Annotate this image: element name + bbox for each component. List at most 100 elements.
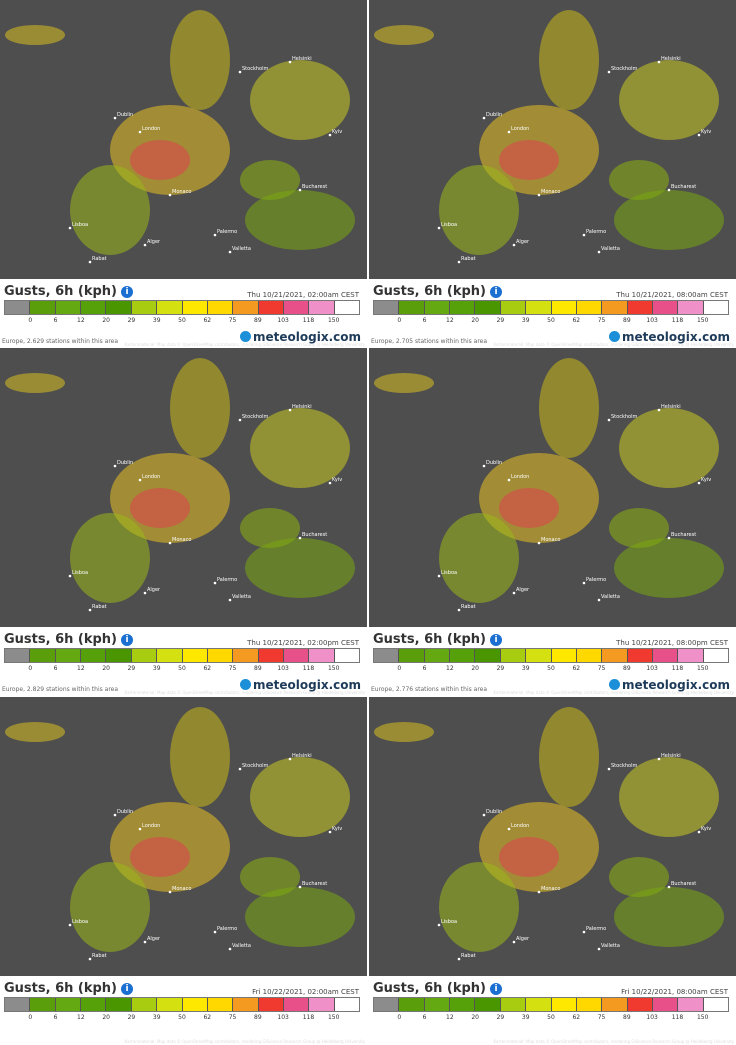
legend-tick: 39 xyxy=(521,1014,530,1021)
info-icon[interactable]: i xyxy=(490,983,502,995)
city-label: London xyxy=(142,474,160,480)
city-dot xyxy=(143,243,147,247)
gust-overlay xyxy=(170,10,230,110)
city-label: London xyxy=(511,126,529,132)
city-label: Dublin xyxy=(486,112,502,118)
gust-overlay xyxy=(70,165,150,255)
gust-overlay xyxy=(250,60,350,140)
info-icon[interactable]: i xyxy=(490,286,502,298)
legend-tick: 20 xyxy=(102,317,110,324)
legend-swatch xyxy=(475,301,501,314)
legend-swatch xyxy=(334,301,360,314)
legend-tick: 39 xyxy=(521,665,530,672)
city-label: Alger xyxy=(516,936,530,942)
legend-tick: 0 xyxy=(397,1014,402,1021)
info-icon[interactable]: i xyxy=(490,634,502,646)
city-dot xyxy=(507,130,511,134)
legend-tick: 50 xyxy=(547,317,555,324)
legend-tick: 89 xyxy=(254,1014,262,1021)
city-dot xyxy=(507,827,511,831)
legend-swatch xyxy=(551,649,577,662)
info-icon[interactable]: i xyxy=(121,286,133,298)
city-label: Kyiv xyxy=(332,826,342,832)
legend-swatch xyxy=(207,649,234,662)
legend-swatch xyxy=(627,301,653,314)
forecast-panel: London Dublin Stockholm Helsinki Monaco Paler… xyxy=(369,0,736,348)
city-label: Bucharest xyxy=(671,881,696,887)
city-dot xyxy=(597,598,601,602)
legend-tick: 29 xyxy=(127,317,136,324)
legend-tick: 12 xyxy=(446,317,454,324)
city-label: Lisboa xyxy=(441,919,457,925)
city-label: Stockholm xyxy=(242,414,268,420)
legend-swatch xyxy=(678,998,704,1011)
city-label: Monaco xyxy=(172,189,191,195)
legend-swatch xyxy=(157,649,183,662)
city-dot xyxy=(507,478,511,482)
timestamp: Fri 10/22/2021, 02:00am CEST xyxy=(252,988,359,996)
city-dot xyxy=(607,70,611,74)
city-dot xyxy=(238,418,242,422)
forecast-panel: London Dublin Stockholm Helsinki Monaco Paler… xyxy=(0,348,367,696)
legend-tick: 0 xyxy=(397,665,402,672)
gust-overlay xyxy=(439,513,519,603)
legend-swatch xyxy=(526,301,552,314)
legend-tick: 150 xyxy=(696,665,709,672)
city-dot xyxy=(113,464,117,468)
city-dot xyxy=(697,133,701,137)
legend-tick: 62 xyxy=(203,317,212,324)
legend-swatch xyxy=(131,649,158,662)
legend-tick: 6 xyxy=(53,665,58,672)
legend-swatch xyxy=(703,649,729,662)
legend-bar xyxy=(373,648,729,663)
city-label: Valletta xyxy=(601,943,620,949)
gust-overlay xyxy=(619,408,719,488)
legend-swatch xyxy=(424,301,451,314)
legend-swatch xyxy=(374,998,400,1011)
map: London Dublin Stockholm Helsinki Monaco Paler… xyxy=(0,348,367,627)
legend-tick: 0 xyxy=(28,1014,33,1021)
city-dot xyxy=(228,598,232,602)
legend-title-text: Gusts, 6h (kph) xyxy=(4,284,117,299)
gust-overlay xyxy=(170,707,230,807)
city-label: Dublin xyxy=(117,809,133,815)
legend-tick: 29 xyxy=(496,1014,505,1021)
legend-tick: 62 xyxy=(572,1014,581,1021)
logo-icon xyxy=(609,331,621,342)
city-dot xyxy=(288,60,292,64)
legend-swatch xyxy=(475,649,501,662)
city-dot xyxy=(537,541,541,545)
city-label: Valletta xyxy=(601,246,620,252)
legend-tick: 118 xyxy=(671,665,684,672)
city-label: London xyxy=(142,126,160,132)
info-icon[interactable]: i xyxy=(121,634,133,646)
city-dot xyxy=(437,574,441,578)
city-dot xyxy=(437,226,441,230)
legend-tick: 6 xyxy=(422,665,427,672)
station-count: Europe, 2.829 stations within this area xyxy=(2,686,119,693)
city-label: Kyiv xyxy=(701,129,711,135)
legend-tick: 50 xyxy=(178,665,186,672)
city-dot xyxy=(582,581,586,585)
city-dot xyxy=(228,250,232,254)
city-label: Alger xyxy=(147,587,161,593)
city-label: Stockholm xyxy=(611,763,637,769)
legend-tick: 39 xyxy=(521,317,530,324)
city-dot xyxy=(288,408,292,412)
legend-swatch xyxy=(283,649,310,662)
legend-swatch xyxy=(526,998,552,1011)
legend-title: Gusts, 6h (kph) i xyxy=(4,284,133,299)
legend-bar xyxy=(4,648,360,663)
gust-overlay xyxy=(250,408,350,488)
info-icon[interactable]: i xyxy=(121,983,133,995)
map: London Dublin Stockholm Helsinki Monaco Paler… xyxy=(369,348,736,627)
city-dot xyxy=(597,947,601,951)
city-label: Palermo xyxy=(217,926,237,932)
city-dot xyxy=(68,226,72,230)
gust-overlay xyxy=(614,190,724,250)
city-dot xyxy=(667,885,671,889)
legend-swatch xyxy=(106,649,132,662)
legend-tick: 6 xyxy=(53,317,58,324)
legend-swatch xyxy=(703,301,729,314)
legend-swatch xyxy=(652,998,679,1011)
